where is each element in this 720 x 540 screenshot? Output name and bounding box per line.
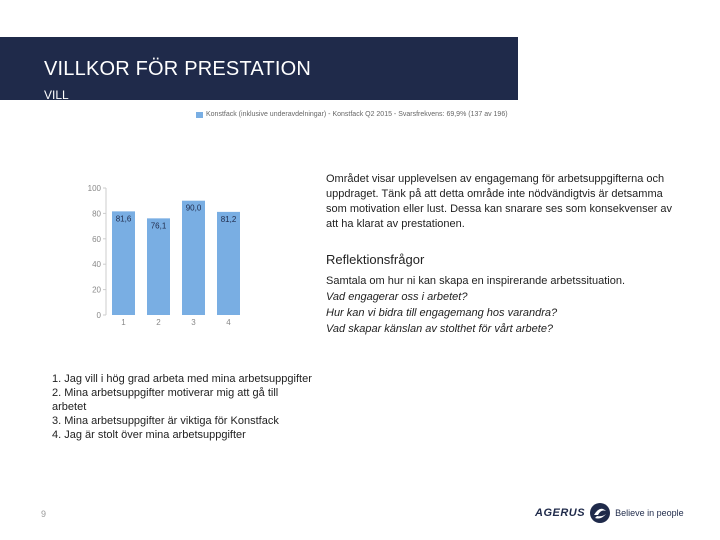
y-tick-label: 40: [92, 260, 101, 269]
statement-item: 3. Mina arbetsuppgifter är viktiga för K…: [52, 415, 279, 427]
bar-value-label: 81,6: [116, 214, 132, 223]
x-tick-label: 2: [156, 318, 161, 327]
y-tick-label: 20: [92, 286, 101, 295]
y-tick-label: 0: [97, 311, 102, 320]
bar-value-label: 76,1: [151, 221, 167, 230]
statement-item: 1. Jag vill i hög grad arbeta med mina a…: [52, 373, 312, 385]
logo-wordmark: AGERUS: [535, 507, 586, 519]
bar-chart: 0 20 40 60 80 100 81,6 1 76,1 2 90,0 3 81,2 4: [88, 184, 240, 327]
y-tick-label: 60: [92, 235, 101, 244]
bar-value-label: 90,0: [186, 204, 202, 213]
y-tick-label: 100: [88, 184, 102, 193]
reflection-question: Vad engagerar oss i arbetet?: [326, 291, 468, 303]
x-tick-label: 4: [226, 318, 231, 327]
y-tick-label: 80: [92, 209, 101, 218]
bar-value-label: 81,2: [221, 215, 237, 224]
statement-item: 4. Jag är stolt över mina arbetsuppgifte…: [52, 429, 246, 441]
agerus-logo: AGERUS Believe in people: [535, 502, 684, 524]
area-description: Området visar upplevelsen av engagemang …: [326, 173, 673, 230]
page-number: 9: [41, 509, 47, 519]
reflection-question: Hur kan vi bidra till engagemang hos var…: [326, 307, 558, 319]
x-tick-label: 3: [191, 318, 196, 327]
legend-swatch: [196, 111, 203, 118]
bar: [112, 211, 135, 315]
bar: [217, 211, 240, 315]
legend-label: Konstfack (inklusive underavdelningar) -…: [206, 111, 508, 118]
bar: [182, 200, 205, 315]
logo-tagline: Believe in people: [615, 508, 684, 518]
reflection-questions: Samtala om hur ni kan skapa en inspirera…: [326, 273, 686, 337]
chart-legend: Konstfack (inklusive underavdelningar) -…: [196, 111, 508, 118]
slide-subtitle: VILL: [44, 88, 69, 102]
bar: [147, 218, 170, 315]
reflection-intro: Samtala om hur ni kan skapa en inspirera…: [326, 275, 626, 287]
statement-list: 1. Jag vill i hög grad arbeta med mina a…: [52, 372, 312, 442]
swirl-logo-icon: [590, 503, 611, 523]
slide-title: VILLKOR FÖR PRESTATION: [44, 58, 312, 80]
reflection-question: Vad skapar känslan av stolthet för vårt …: [326, 323, 554, 335]
header-band: [0, 37, 518, 100]
reflection-heading: Reflektionsfrågor: [326, 252, 425, 267]
x-tick-label: 1: [121, 318, 126, 327]
statement-item: 2. Mina arbetsuppgifter motiverar mig at…: [52, 387, 279, 413]
